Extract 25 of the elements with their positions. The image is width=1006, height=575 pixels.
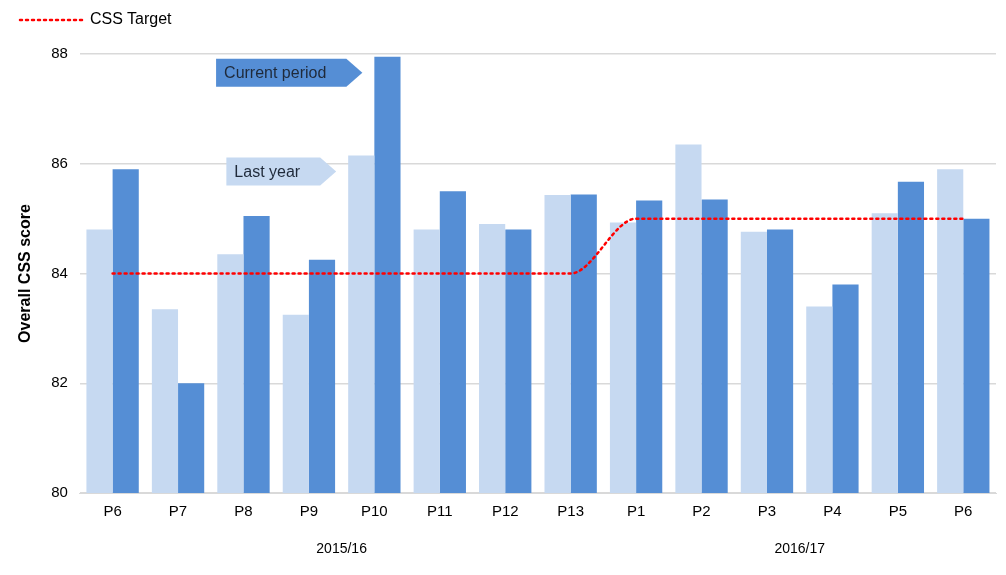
x-tick-label: P7 (168, 502, 188, 520)
x-tick-label: P11 (427, 502, 453, 520)
text: Last year (234, 162, 301, 180)
x-tick-label: P3 (757, 502, 777, 520)
y-tick-label: 86 (51, 153, 68, 171)
x-tick-label: P8 (234, 502, 253, 520)
x-tick-label: P12 (491, 502, 519, 520)
y-tick-label: 84 (51, 263, 68, 281)
x-tick-label: P4 (823, 502, 842, 520)
text: Current period (224, 64, 327, 82)
x-tick-label: P13 (557, 502, 585, 520)
text: 2016/17 (774, 539, 826, 556)
x-tick-label: P6 (954, 502, 973, 520)
x-tick-label: P2 (692, 502, 711, 520)
y-axis-title: Overall CSS score (16, 204, 34, 343)
x-tick-label: P1 (626, 502, 646, 520)
text: 2015/16 (316, 539, 368, 556)
x-tick-label: P5 (888, 502, 908, 520)
x-tick-label: P9 (299, 502, 319, 520)
y-tick-label: 88 (51, 44, 68, 62)
legend-label: CSS Target (90, 10, 173, 28)
x-tick-label: P6 (103, 502, 122, 520)
y-tick-label: 80 (51, 483, 68, 501)
x-tick-label: P10 (361, 502, 388, 520)
y-tick-label: 82 (51, 373, 68, 391)
